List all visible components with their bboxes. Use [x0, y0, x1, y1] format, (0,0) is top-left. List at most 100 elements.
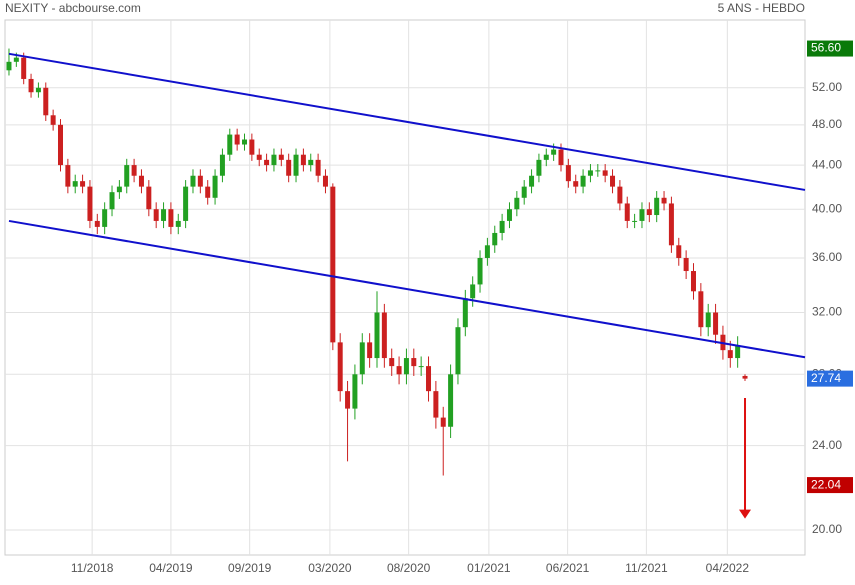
candle-body	[551, 149, 557, 155]
candle-body	[315, 159, 321, 176]
y-tick-label: 52.00	[812, 80, 842, 94]
candle-body	[492, 232, 498, 246]
chart-title: NEXITY - abcbourse.com	[5, 1, 141, 15]
candle-body	[227, 134, 233, 155]
candle-body	[610, 175, 616, 187]
candle-body	[602, 170, 608, 176]
candle-body	[293, 154, 299, 176]
y-tick-label: 40.00	[812, 201, 842, 215]
candle-body	[138, 175, 144, 187]
candle-body	[668, 203, 674, 246]
candle-body	[219, 154, 225, 176]
candle-body	[264, 159, 270, 166]
candle-body	[80, 181, 86, 187]
candle-body	[742, 375, 748, 379]
candle-body	[161, 209, 167, 221]
candle-body	[514, 197, 520, 210]
y-tick-label: 44.00	[812, 157, 842, 171]
price-tag-label: 27.74	[811, 371, 841, 385]
y-tick-label: 20.00	[812, 522, 842, 536]
candle-body	[43, 87, 49, 116]
y-tick-label: 48.00	[812, 117, 842, 131]
candle-body	[403, 358, 409, 375]
candle-body	[654, 197, 660, 216]
candle-body	[587, 170, 593, 176]
candle-body	[57, 124, 63, 166]
candle-body	[470, 284, 476, 299]
x-tick-label: 11/2021	[625, 561, 668, 575]
candle-body	[21, 57, 27, 79]
candle-body	[735, 345, 741, 359]
candle-body	[426, 366, 432, 392]
candle-body	[13, 57, 19, 62]
candle-body	[411, 358, 417, 367]
candle-body	[102, 209, 108, 227]
candle-body	[477, 257, 483, 285]
candle-body	[713, 312, 719, 335]
candle-body	[573, 181, 579, 187]
candle-body	[286, 159, 292, 176]
candle-body	[683, 257, 689, 272]
candle-body	[249, 139, 255, 155]
candle-body	[374, 312, 380, 359]
candle-body	[183, 186, 189, 221]
candle-body	[308, 159, 314, 166]
candle-body	[50, 115, 56, 125]
candle-body	[506, 209, 512, 221]
x-tick-label: 08/2020	[387, 561, 431, 575]
candle-body	[197, 175, 203, 187]
y-tick-label: 36.00	[812, 250, 842, 264]
candle-body	[271, 154, 277, 166]
candle-body	[632, 220, 638, 222]
candle-body	[124, 165, 130, 187]
candle-body	[676, 245, 682, 258]
candle-body	[617, 186, 623, 204]
candle-body	[35, 87, 41, 93]
candle-body	[448, 374, 454, 427]
candle-body	[381, 312, 387, 359]
candle-body	[367, 342, 373, 359]
candle-body	[234, 134, 240, 145]
candle-body	[94, 220, 100, 227]
price-tag	[807, 477, 853, 494]
candle-body	[65, 165, 71, 187]
candle-body	[278, 154, 284, 160]
candle-body	[595, 170, 601, 172]
candle-body	[168, 209, 174, 227]
candle-body	[389, 358, 395, 367]
candle-body	[727, 350, 733, 359]
candle-body	[440, 417, 446, 427]
candle-body	[639, 209, 645, 221]
chart-subtitle: 5 ANS - HEBDO	[718, 1, 805, 15]
x-tick-label: 04/2019	[149, 561, 193, 575]
candle-body	[109, 192, 115, 210]
candle-body	[6, 61, 12, 71]
candle-body	[212, 175, 218, 198]
price-tag-label: 56.60	[811, 41, 841, 55]
candle-body	[116, 186, 122, 193]
candle-body	[558, 149, 564, 166]
candle-body	[337, 342, 343, 392]
candle-body	[175, 220, 181, 227]
candle-body	[256, 154, 262, 160]
candle-body	[322, 175, 328, 187]
candle-body	[359, 342, 365, 375]
y-tick-label: 32.00	[812, 305, 842, 319]
candle-body	[521, 186, 527, 198]
x-tick-label: 11/2018	[71, 561, 114, 575]
candle-body	[455, 327, 461, 375]
candle-body	[536, 159, 542, 176]
candle-body	[661, 197, 667, 204]
x-tick-label: 09/2019	[228, 561, 272, 575]
candle-body	[396, 366, 402, 375]
candle-body	[330, 186, 336, 343]
candle-body	[205, 186, 211, 198]
trendline	[8, 52, 806, 191]
x-tick-label: 03/2020	[308, 561, 352, 575]
arrow-head	[739, 509, 752, 519]
x-tick-label: 04/2022	[706, 561, 750, 575]
candle-body	[28, 78, 34, 93]
candle-body	[352, 374, 358, 409]
candle-body	[190, 175, 196, 187]
candle-body	[418, 366, 424, 368]
